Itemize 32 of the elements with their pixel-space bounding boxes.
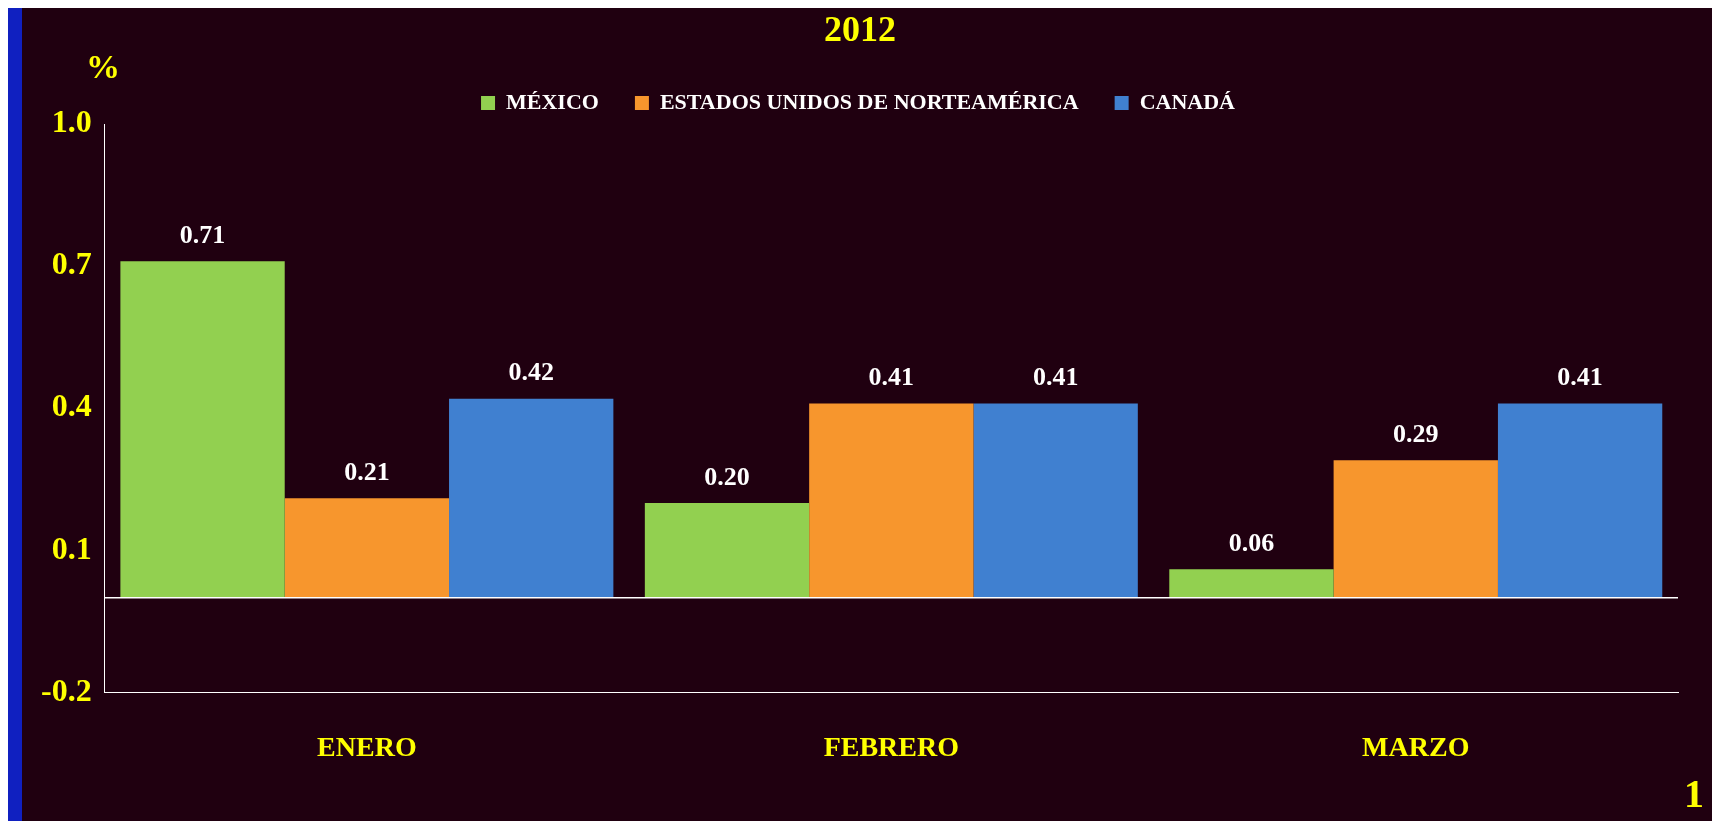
y-tick-label: -0.2 <box>41 671 92 708</box>
y-tick-label: 1.0 <box>51 103 92 140</box>
chart-title: 2012 <box>824 9 896 49</box>
data-label: 0.21 <box>344 456 390 486</box>
bar <box>1497 403 1663 598</box>
y-tick-label: 0.4 <box>51 387 92 424</box>
x-tick-label: ENERO <box>317 731 417 763</box>
data-label: 0.41 <box>868 362 915 392</box>
data-label: 0.06 <box>1228 527 1275 557</box>
data-label: 0.42 <box>508 357 554 387</box>
bar <box>1333 460 1498 598</box>
data-label: 0.41 <box>1032 362 1079 392</box>
data-label: 0.71 <box>179 220 226 250</box>
x-tick-label: FEBRERO <box>823 731 960 763</box>
bar <box>809 403 974 598</box>
y-tick-label: 0.7 <box>51 245 92 282</box>
y-axis-title: % <box>86 48 120 86</box>
bar <box>973 403 1138 598</box>
bar <box>120 261 285 598</box>
data-label: 0.41 <box>1557 362 1603 392</box>
legend-label: ESTADOS UNIDOS DE NORTEAMÉRICA <box>659 88 1079 114</box>
bar <box>1169 569 1334 598</box>
bar <box>644 502 810 598</box>
y-tick-label: 0.1 <box>51 529 92 566</box>
text: 1 <box>1684 770 1704 817</box>
bar <box>449 398 614 598</box>
data-label: 0.29 <box>1393 419 1439 449</box>
legend-label: MÉXICO <box>506 88 599 114</box>
legend-label: CANADÁ <box>1139 88 1236 114</box>
x-tick-label: MARZO <box>1362 731 1470 763</box>
data-label: 0.20 <box>704 461 750 491</box>
bar <box>284 498 450 598</box>
